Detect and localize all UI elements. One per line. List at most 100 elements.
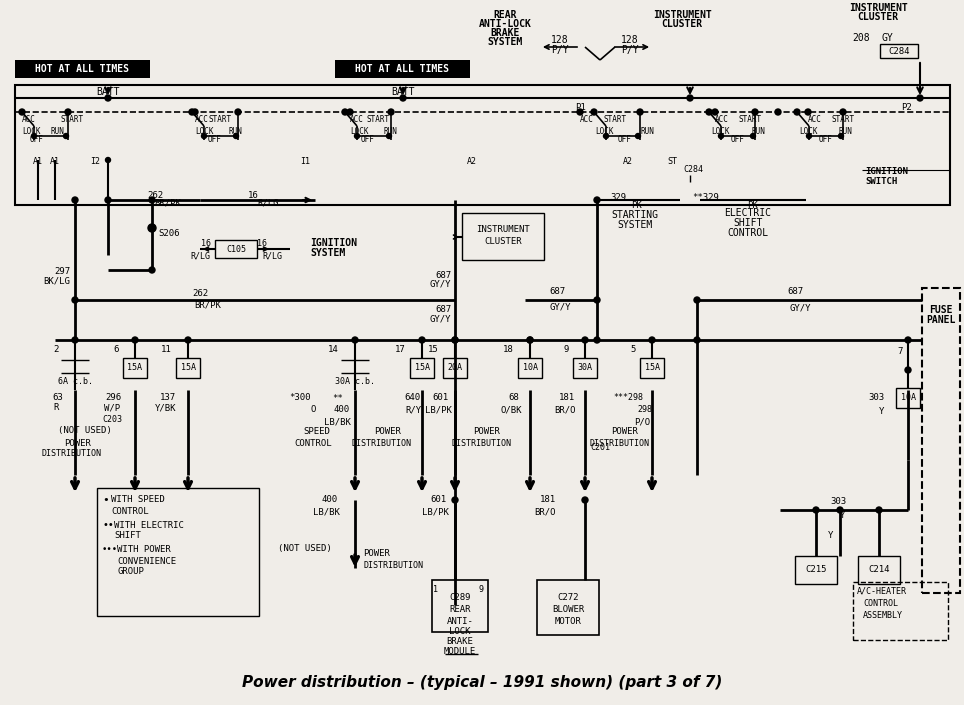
Bar	[880, 44, 918, 58]
Text: START: START	[831, 114, 854, 123]
Text: A1: A1	[50, 157, 60, 166]
Text: MOTOR: MOTOR	[554, 618, 581, 627]
Text: STARTING: STARTING	[611, 210, 658, 220]
Bar	[853, 582, 948, 640]
Circle shape	[149, 197, 155, 203]
Text: REAR: REAR	[494, 10, 517, 20]
Text: DISTRIBUTION: DISTRIBUTION	[352, 439, 412, 448]
Text: BRAKE: BRAKE	[491, 28, 520, 38]
Circle shape	[712, 109, 718, 115]
Text: LOCK: LOCK	[350, 128, 368, 137]
Text: LOCK: LOCK	[710, 128, 729, 137]
Text: P2: P2	[900, 102, 911, 111]
Bar	[795, 556, 837, 584]
Text: C284: C284	[888, 47, 910, 56]
Circle shape	[72, 297, 78, 303]
Bar	[15, 60, 150, 78]
Text: SWITCH: SWITCH	[865, 176, 897, 185]
Text: OFF: OFF	[618, 135, 632, 145]
Text: 329: 329	[610, 193, 626, 202]
Text: 68: 68	[509, 393, 520, 403]
Circle shape	[594, 337, 600, 343]
Text: **329: **329	[692, 193, 719, 202]
Text: 6A c.b.: 6A c.b.	[58, 377, 93, 386]
Text: ELECTRIC: ELECTRIC	[725, 208, 771, 218]
Text: BATT: BATT	[391, 87, 415, 97]
Circle shape	[19, 109, 25, 115]
Text: ACC: ACC	[715, 114, 729, 123]
Circle shape	[149, 267, 155, 273]
Bar	[176, 358, 200, 378]
Text: BK/LG: BK/LG	[43, 276, 70, 286]
Circle shape	[594, 297, 600, 303]
Text: •: •	[102, 495, 109, 505]
Circle shape	[185, 337, 191, 343]
Bar	[640, 358, 664, 378]
Text: POWER: POWER	[375, 427, 401, 436]
Bar	[410, 358, 434, 378]
Text: LB/PK: LB/PK	[424, 405, 451, 415]
Text: 303: 303	[868, 393, 884, 403]
Bar	[335, 60, 470, 78]
Text: CLUSTER: CLUSTER	[857, 12, 898, 22]
Circle shape	[192, 109, 198, 115]
Text: ASSEMBLY: ASSEMBLY	[863, 611, 903, 620]
Text: •••: •••	[102, 546, 119, 555]
Circle shape	[452, 337, 458, 343]
Text: 687: 687	[549, 288, 565, 297]
Text: 297: 297	[54, 267, 70, 276]
Circle shape	[452, 337, 458, 343]
Text: 30A: 30A	[577, 364, 593, 372]
Bar	[858, 556, 900, 584]
Circle shape	[235, 109, 241, 115]
Text: SYSTEM: SYSTEM	[310, 248, 345, 258]
Text: *300: *300	[289, 393, 310, 403]
Circle shape	[594, 197, 600, 203]
Text: DISTRIBUTION: DISTRIBUTION	[42, 448, 102, 458]
Text: 63: 63	[53, 393, 64, 403]
Text: C284: C284	[683, 166, 703, 175]
Text: R/LG: R/LG	[190, 252, 210, 261]
Text: C201: C201	[590, 443, 610, 453]
Text: 601: 601	[430, 496, 446, 505]
Text: Y: Y	[841, 512, 845, 520]
Circle shape	[837, 507, 843, 513]
Text: ACC: ACC	[195, 114, 209, 123]
Text: PK: PK	[631, 202, 642, 211]
Text: ACC: ACC	[22, 114, 36, 123]
Text: BR/PK: BR/PK	[154, 199, 181, 207]
Text: RUN: RUN	[50, 128, 64, 137]
Circle shape	[794, 109, 800, 115]
Text: ACC: ACC	[808, 114, 822, 123]
Text: C289: C289	[449, 592, 470, 601]
Circle shape	[603, 133, 608, 138]
Text: C214: C214	[869, 565, 890, 575]
Text: SPEED: SPEED	[304, 427, 331, 436]
Text: INSTRUMENT: INSTRUMENT	[848, 3, 907, 13]
Text: 11: 11	[161, 345, 172, 355]
Circle shape	[105, 197, 111, 203]
Text: LOCK: LOCK	[195, 128, 213, 137]
Text: SHIFT: SHIFT	[734, 218, 763, 228]
Circle shape	[839, 133, 844, 138]
Text: I2: I2	[90, 157, 100, 166]
Circle shape	[591, 109, 597, 115]
Bar	[123, 358, 147, 378]
Circle shape	[342, 109, 348, 115]
Text: 687: 687	[435, 271, 451, 279]
Circle shape	[694, 337, 700, 343]
Text: MODULE: MODULE	[443, 646, 476, 656]
Circle shape	[419, 337, 425, 343]
Text: 17: 17	[395, 345, 406, 355]
Circle shape	[233, 133, 238, 138]
Text: 208: 208	[852, 33, 870, 43]
Text: WITH SPEED: WITH SPEED	[111, 496, 165, 505]
Text: 601: 601	[432, 393, 448, 403]
Text: 30A c.b.: 30A c.b.	[335, 377, 375, 386]
Text: GY: GY	[882, 33, 894, 43]
Text: LB/BK: LB/BK	[312, 508, 339, 517]
Bar	[896, 388, 920, 408]
Text: R/LG: R/LG	[257, 199, 279, 207]
Text: REAR: REAR	[449, 606, 470, 615]
Text: POWER: POWER	[363, 548, 389, 558]
